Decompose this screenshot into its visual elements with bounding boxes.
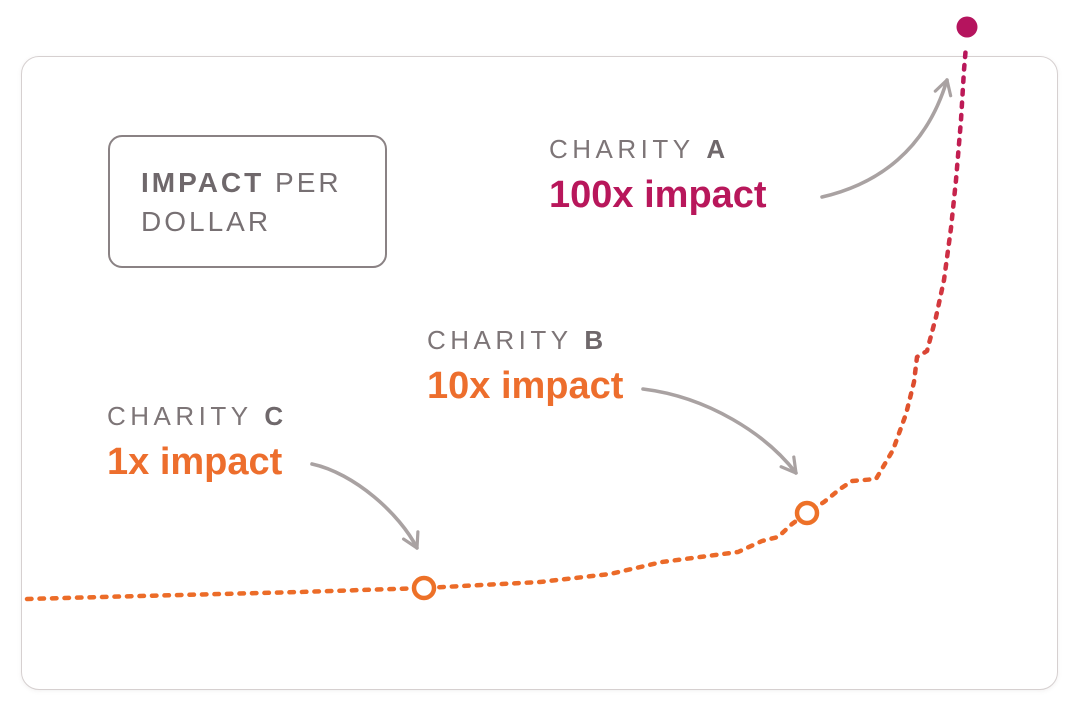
arrow-to-charity-a: [820, 78, 953, 199]
title-word-dollar: DOLLAR: [141, 205, 272, 237]
label-charity-c: CHARITY C 1x impact: [107, 401, 288, 484]
charity-a-word: CHARITY: [549, 134, 695, 164]
label-charity-a: CHARITY A 100x impact: [549, 134, 767, 217]
chart-card: [21, 56, 1058, 690]
charity-b-name: CHARITY B: [427, 325, 623, 356]
charity-b-marker: [794, 500, 820, 526]
charity-b-word: CHARITY: [427, 325, 573, 355]
title-box: IMPACT PER DOLLAR: [108, 135, 387, 268]
arrow-to-charity-b: [641, 387, 798, 475]
charity-c-word: CHARITY: [107, 401, 253, 431]
charity-a-impact: 100x impact: [549, 174, 767, 216]
impact-curve-dashed-line: [24, 43, 969, 602]
label-charity-b: CHARITY B 10x impact: [427, 325, 623, 408]
charity-c-impact: 1x impact: [107, 441, 283, 483]
charity-c-marker: [411, 575, 437, 601]
charity-b-impact: 10x impact: [427, 365, 624, 407]
charity-c-name: CHARITY C: [107, 401, 288, 432]
title-word-per: PER: [264, 166, 342, 198]
charity-a-name: CHARITY A: [549, 134, 767, 165]
charity-a-marker-dot: [956, 16, 978, 38]
charity-b-letter: B: [584, 325, 608, 355]
charity-c-letter: C: [264, 401, 288, 431]
charity-a-letter: A: [706, 134, 730, 164]
title-word-impact: IMPACT: [141, 166, 265, 198]
arrow-to-charity-c: [310, 462, 420, 550]
page-title: IMPACT PER DOLLAR: [110, 163, 342, 241]
